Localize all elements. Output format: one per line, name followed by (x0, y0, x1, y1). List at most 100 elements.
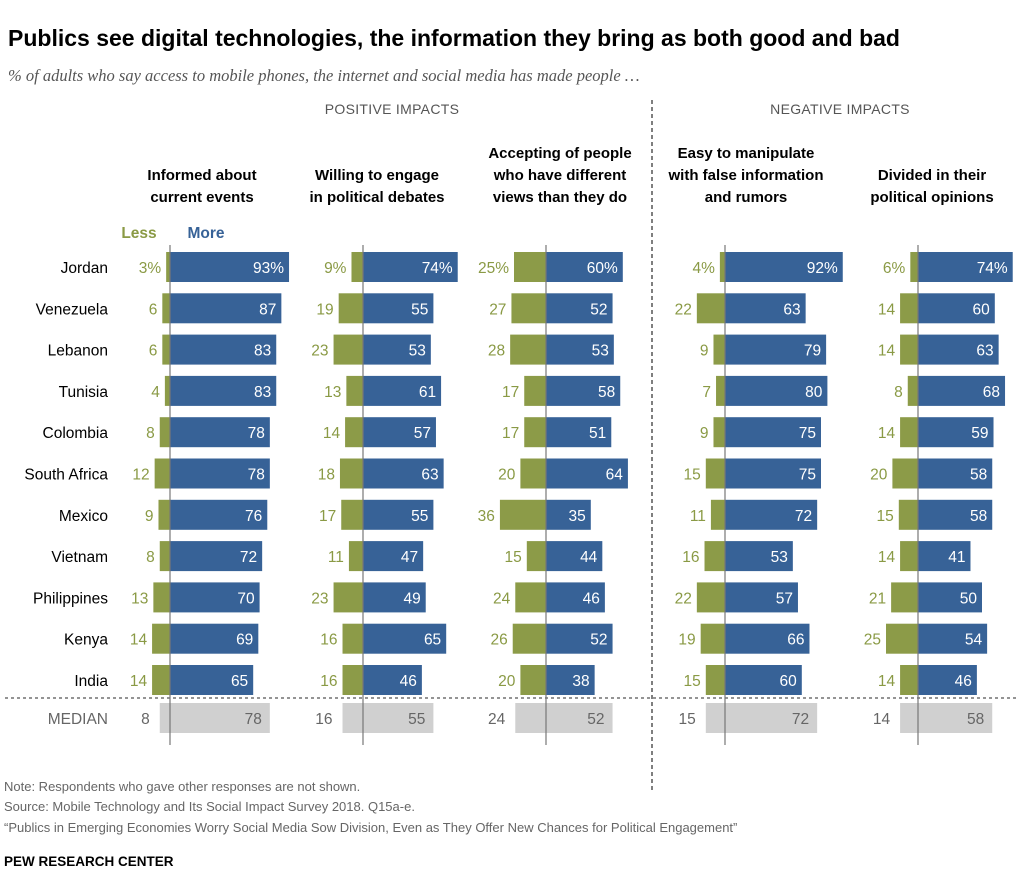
bar-less (153, 582, 170, 613)
label-median-less: 14 (873, 711, 891, 728)
section-positive: POSITIVE IMPACTS (325, 101, 459, 117)
country-label: Lebanon (48, 343, 108, 360)
bar-less (704, 541, 725, 572)
bar-more (170, 541, 263, 572)
bar-more (363, 541, 424, 572)
bar-less (345, 417, 363, 448)
bar-more (363, 293, 434, 324)
label-less: 24 (493, 590, 511, 607)
label-less: 12 (132, 467, 149, 484)
bar-less (515, 582, 546, 613)
bar-median (159, 703, 270, 733)
bar-more (546, 623, 613, 654)
bar-less (512, 623, 546, 654)
label-less: 15 (684, 673, 701, 690)
label-less: 28 (488, 343, 505, 360)
label-less: 14 (323, 425, 341, 442)
label-less: 8 (894, 384, 903, 401)
label-more: 35 (569, 508, 586, 525)
panel-title: and rumors (705, 189, 788, 206)
label-more: 80 (805, 384, 823, 401)
panel-title: Informed about (147, 167, 256, 184)
label-more: 44 (580, 549, 598, 566)
bar-more (918, 499, 993, 530)
panel-title: Divided in their (878, 167, 987, 184)
label-less: 26 (490, 632, 507, 649)
bar-more (546, 334, 614, 365)
bar-more (363, 417, 436, 448)
country-label: Philippines (33, 590, 108, 607)
bar-more (918, 417, 994, 448)
footer-brand: PEW RESEARCH CENTER (4, 854, 174, 869)
label-more: 58 (970, 467, 987, 484)
label-more: 46 (400, 673, 417, 690)
label-less: 15 (684, 467, 701, 484)
bar-more (170, 252, 290, 282)
label-less: 17 (502, 425, 519, 442)
bar-more (918, 293, 995, 324)
label-more: 52 (590, 632, 607, 649)
bar-less (898, 499, 918, 530)
label-more: 60 (780, 673, 798, 690)
label-median-less: 8 (141, 711, 150, 728)
bar-more (363, 623, 447, 654)
label-more: 54 (965, 632, 983, 649)
panel-title: views than they do (493, 189, 627, 206)
label-more: 93% (253, 260, 284, 277)
bar-less (339, 458, 363, 489)
label-less: 15 (505, 549, 522, 566)
bar-more (363, 252, 458, 282)
footer-note: Note: Respondents who gave other respons… (4, 779, 360, 794)
label-more: 64 (606, 467, 624, 484)
label-more: 66 (787, 632, 804, 649)
label-median-less: 24 (488, 711, 506, 728)
bar-more (725, 293, 806, 324)
label-more: 51 (589, 425, 606, 442)
panel-title: with false information (667, 167, 823, 184)
bar-more (170, 665, 254, 695)
bar-more (170, 293, 282, 324)
label-less: 20 (498, 467, 516, 484)
bar-less (524, 417, 546, 448)
label-less: 9 (700, 343, 709, 360)
bar-more (725, 665, 802, 695)
label-less: 20 (870, 467, 888, 484)
label-less: 21 (869, 590, 886, 607)
bar-less (159, 541, 170, 572)
label-less: 23 (311, 590, 328, 607)
label-more: 52 (590, 301, 607, 318)
label-more: 58 (598, 384, 615, 401)
bar-less (520, 665, 546, 695)
country-label: India (74, 673, 108, 690)
bar-more (546, 375, 621, 406)
bar-less (341, 499, 363, 530)
bar-more (363, 499, 434, 530)
label-less: 14 (130, 632, 148, 649)
label-less: 7 (702, 384, 711, 401)
bar-more (546, 582, 605, 613)
country-label: Venezuela (36, 301, 109, 318)
label-more: 61 (419, 384, 436, 401)
chart-subtitle: % of adults who say access to mobile pho… (8, 66, 640, 85)
label-less: 17 (319, 508, 336, 525)
section-negative: NEGATIVE IMPACTS (770, 101, 910, 117)
bar-more (546, 665, 595, 695)
bar-less (152, 665, 170, 695)
bar-less (162, 334, 170, 365)
bar-more (170, 334, 277, 365)
bar-less (154, 458, 170, 489)
label-less: 22 (675, 590, 692, 607)
label-more: 72 (240, 549, 257, 566)
bar-more (170, 582, 260, 613)
label-more: 53 (592, 343, 609, 360)
label-more: 65 (424, 632, 441, 649)
bar-median (342, 703, 434, 733)
bar-less (719, 252, 725, 282)
bar-more (363, 458, 444, 489)
bar-more (725, 499, 818, 530)
bar-less (696, 582, 725, 613)
label-less: 17 (502, 384, 519, 401)
bar-less (696, 293, 725, 324)
bar-median (900, 703, 993, 733)
bar-more (170, 499, 268, 530)
